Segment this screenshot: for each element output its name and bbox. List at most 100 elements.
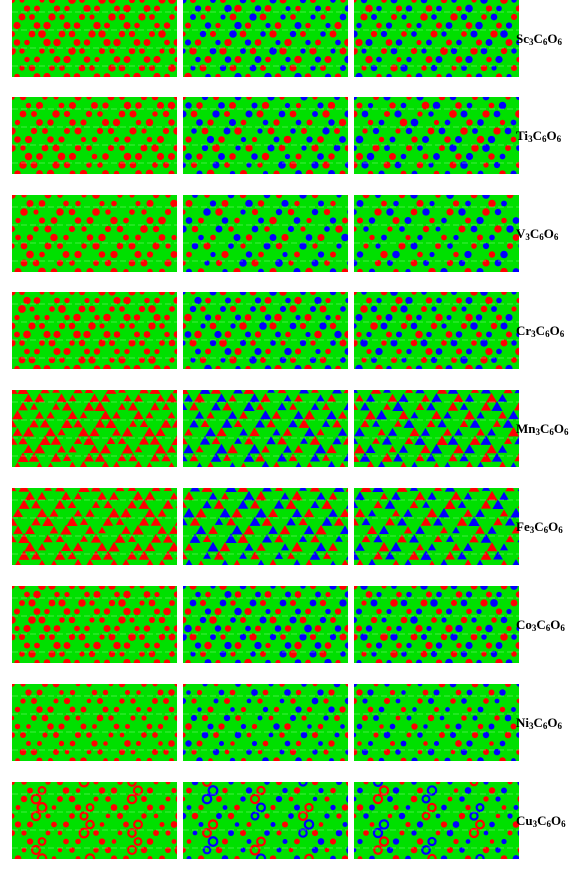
spin-triangle bbox=[321, 499, 333, 509]
spin-density-map bbox=[12, 488, 177, 565]
spin-triangle bbox=[309, 488, 321, 492]
spin-dot bbox=[136, 690, 141, 695]
spin-dot bbox=[365, 591, 373, 598]
spin-triangle bbox=[310, 534, 320, 543]
spin-dot bbox=[229, 64, 237, 72]
spin-dot bbox=[471, 144, 479, 152]
spin-dot bbox=[143, 625, 151, 632]
spin-dot bbox=[354, 97, 358, 101]
spin-density-map bbox=[354, 782, 519, 859]
spin-dot bbox=[427, 127, 435, 135]
spin-triangle bbox=[373, 551, 383, 560]
spin-dot bbox=[395, 715, 401, 721]
spin-triangle bbox=[72, 542, 84, 552]
spin-dot bbox=[436, 73, 442, 77]
spin-triangle bbox=[30, 550, 42, 560]
spin-dot bbox=[464, 787, 472, 794]
spin-dot bbox=[339, 633, 347, 641]
spin-dot bbox=[269, 292, 277, 296]
formula-symbol: C bbox=[537, 813, 547, 828]
spin-dot bbox=[221, 838, 229, 845]
spin-dot bbox=[279, 97, 285, 100]
spin-triangle bbox=[283, 394, 292, 402]
spin-dot bbox=[75, 684, 81, 687]
spin-dot bbox=[344, 348, 348, 355]
formula-symbol: C bbox=[534, 519, 544, 534]
spin-dot bbox=[415, 365, 423, 369]
panel-co-1 bbox=[12, 586, 177, 663]
spin-dot bbox=[281, 233, 289, 242]
spin-dot bbox=[47, 757, 54, 761]
formula-subscript: 6 bbox=[557, 721, 563, 731]
spin-dot bbox=[89, 600, 95, 606]
spin-dot bbox=[123, 607, 131, 616]
spin-dot bbox=[504, 714, 512, 722]
spin-dot bbox=[399, 118, 408, 127]
spin-dot bbox=[435, 195, 441, 198]
spin-dot bbox=[171, 839, 177, 844]
formula-symbol: O bbox=[549, 323, 560, 338]
spin-dot bbox=[464, 250, 472, 259]
spin-triangle bbox=[294, 394, 303, 402]
spin-dot bbox=[97, 162, 103, 168]
spin-triangle bbox=[256, 542, 266, 551]
spin-triangle bbox=[257, 559, 265, 565]
spin-dot bbox=[449, 684, 457, 688]
spin-triangle bbox=[291, 490, 303, 501]
spin-triangle bbox=[321, 402, 331, 410]
spin-dot bbox=[197, 707, 202, 712]
spin-dot bbox=[334, 608, 342, 615]
spin-dot bbox=[224, 749, 230, 755]
spin-dot bbox=[396, 642, 402, 649]
spin-triangle bbox=[184, 394, 193, 402]
spin-dot bbox=[68, 47, 76, 55]
spin-triangle bbox=[57, 445, 66, 453]
spin-ring bbox=[175, 812, 177, 820]
spin-dot bbox=[362, 128, 368, 134]
spin-dot bbox=[143, 5, 151, 12]
spin-dot bbox=[429, 217, 435, 224]
spin-dot bbox=[183, 812, 187, 820]
spin-dot bbox=[190, 110, 198, 118]
spin-dot bbox=[191, 812, 199, 820]
spin-dot bbox=[344, 642, 348, 649]
spin-dot bbox=[275, 195, 283, 199]
spin-triangle bbox=[487, 525, 497, 534]
spin-triangle bbox=[283, 445, 292, 453]
spin-dot bbox=[15, 217, 21, 224]
spin-triangle bbox=[391, 491, 401, 500]
spin-dot bbox=[99, 634, 105, 640]
spin-dot bbox=[269, 30, 277, 38]
spin-dot bbox=[123, 365, 131, 369]
spin-dot bbox=[440, 633, 448, 641]
spin-dot bbox=[342, 821, 348, 828]
spin-dot bbox=[134, 152, 143, 161]
spin-dot bbox=[310, 65, 316, 71]
spin-dot bbox=[139, 340, 145, 346]
spin-dot bbox=[194, 330, 202, 339]
spin-dot bbox=[284, 642, 292, 649]
spin-dot bbox=[324, 796, 330, 802]
spin-dot bbox=[312, 749, 318, 755]
spin-dot bbox=[173, 591, 177, 598]
spin-dot bbox=[261, 152, 270, 161]
spin-triangle bbox=[440, 526, 448, 534]
spin-dot bbox=[390, 64, 398, 72]
spin-triangle bbox=[126, 550, 138, 560]
spin-dot bbox=[496, 22, 502, 29]
spin-dot bbox=[431, 14, 437, 20]
spin-dot bbox=[511, 292, 517, 295]
spin-dot bbox=[466, 689, 473, 696]
spin-dot bbox=[515, 641, 519, 650]
spin-dot bbox=[262, 706, 269, 713]
spin-dot bbox=[304, 73, 312, 77]
spin-dot bbox=[244, 607, 252, 616]
spin-dot bbox=[56, 242, 64, 250]
formula-label-sc: Sc3C6O6 bbox=[516, 31, 586, 47]
spin-dot bbox=[288, 796, 294, 802]
spin-dot bbox=[190, 161, 198, 169]
spin-triangle bbox=[404, 390, 414, 393]
spin-dot bbox=[38, 322, 46, 330]
formula-subscript: 6 bbox=[543, 525, 549, 535]
spin-dot bbox=[261, 101, 270, 110]
